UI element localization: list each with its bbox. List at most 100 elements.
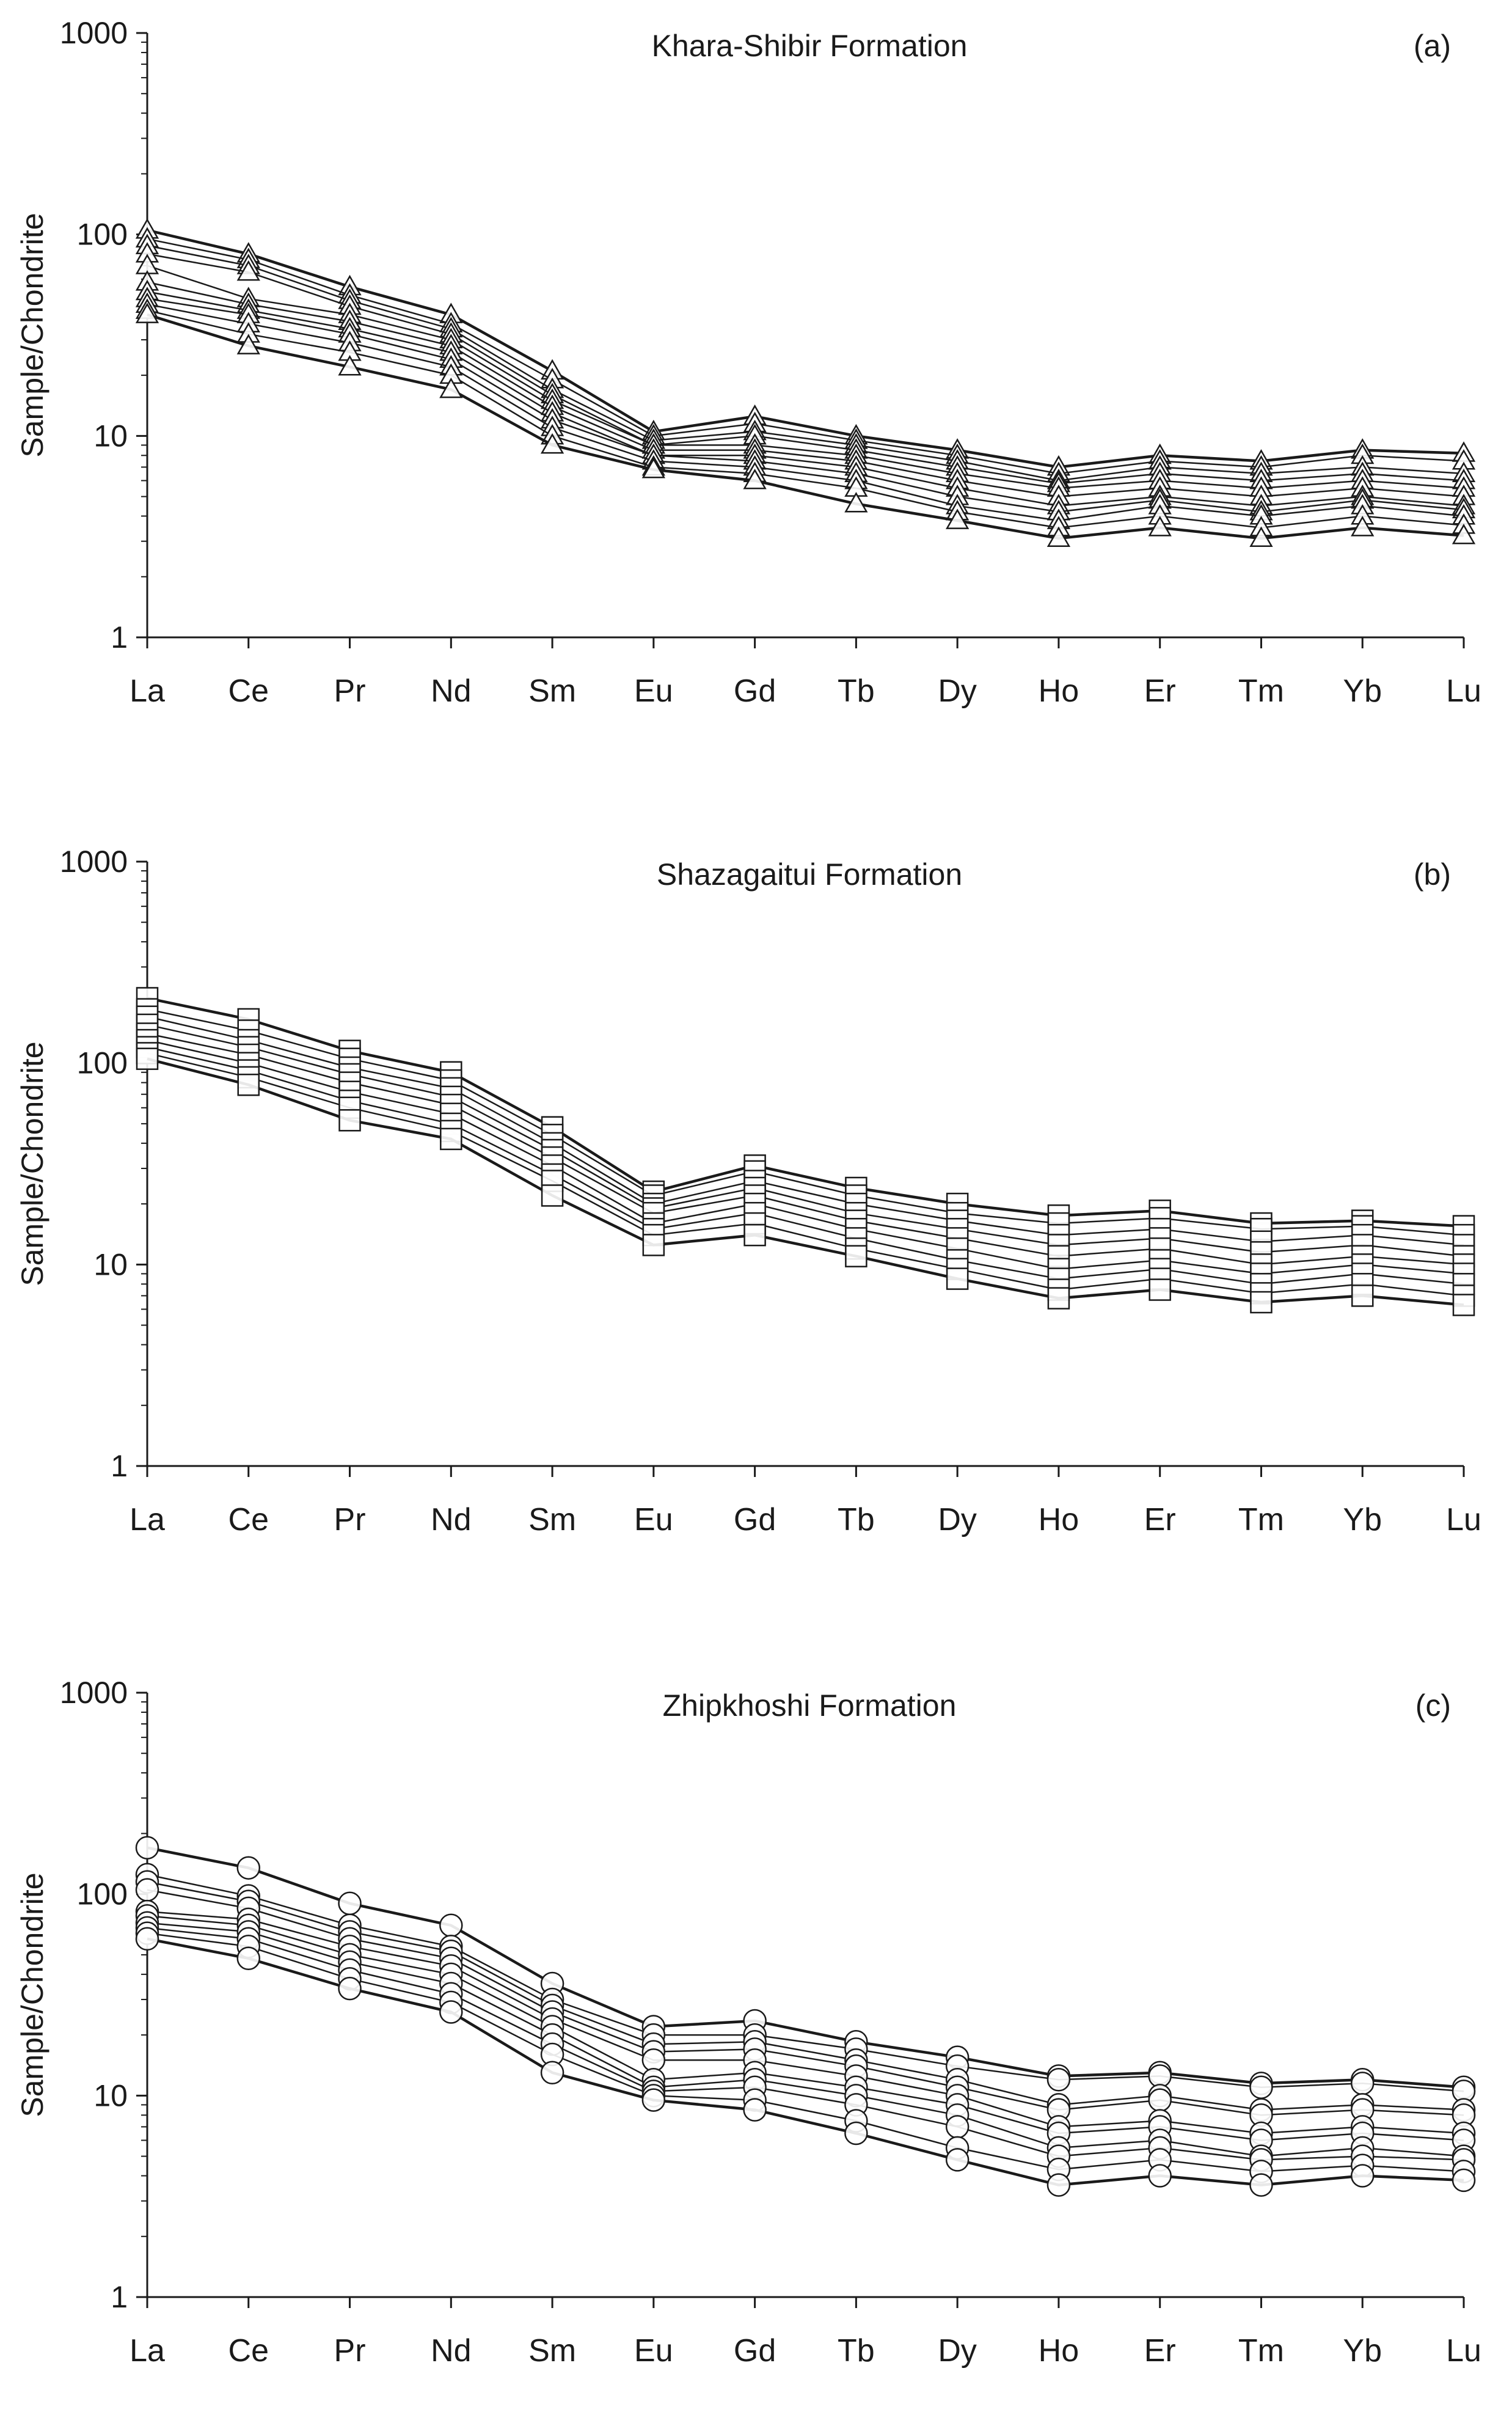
y-tick-label: 1 [111, 2280, 128, 2314]
y-tick-label: 1000 [60, 16, 128, 50]
data-point-s2-tm [1249, 2075, 1273, 2099]
data-point-s9-dy [946, 1267, 969, 1290]
series-line-s9 [147, 303, 1464, 522]
data-point-s10-nd [439, 2000, 463, 2024]
series-line-s2 [147, 1008, 1464, 1236]
series-line-s1 [147, 997, 1464, 1228]
data-point-s10-gd [743, 2098, 767, 2122]
y-tick-label: 1000 [60, 1676, 128, 1710]
x-tick-label-ho: Ho [1039, 673, 1079, 709]
data-point-s9-lu [1452, 1294, 1475, 1316]
x-tick-label-sm: Sm [528, 1502, 576, 1537]
x-tick-label-tb: Tb [838, 2333, 875, 2369]
x-tick-label-sm: Sm [528, 673, 576, 709]
x-tick-label-ho: Ho [1039, 1502, 1079, 1537]
x-tick-label-tb: Tb [838, 673, 875, 709]
series-line-s7 [147, 291, 1464, 507]
x-tick-label-tm: Tm [1238, 1502, 1284, 1537]
panel-title: Zhipkhoshi Formation [663, 1688, 957, 1723]
series-line-s1 [147, 229, 1464, 469]
data-point-s9-la [136, 1047, 159, 1070]
panel-title: Khara-Shibir Formation [652, 29, 968, 63]
x-tick-label-gd: Gd [734, 1502, 776, 1537]
data-point-s9-pr [338, 1109, 361, 1132]
panel-c: 1 10 100 1000 La Ce Pr Nd Sm Eu Gd Tb Dy Ho Er Tm Yb Lu Sa… [15, 1676, 1481, 2369]
data-point-s11-lu [1452, 523, 1476, 544]
data-point-s11-gd [743, 468, 767, 489]
data-point-s9-yb [1351, 1284, 1374, 1307]
panel-b: 1 10 100 1000 La Ce Pr Nd Sm Eu Gd Tb Dy Ho Er Tm Yb Lu Sa… [15, 845, 1481, 1537]
x-tick-label-lu: Lu [1446, 673, 1481, 709]
x-tick-label-eu: Eu [634, 2333, 673, 2369]
x-tick-label-ce: Ce [228, 1502, 269, 1537]
y-axis-title: Sample/Chondrite [15, 213, 49, 457]
x-tick-label-dy: Dy [938, 1502, 977, 1537]
series-line-s4 [147, 1889, 1464, 2116]
x-tick-label-eu: Eu [634, 673, 673, 709]
series-line-s4 [147, 253, 1464, 485]
data-point-s9-ce [237, 1073, 260, 1096]
data-point-s1-nd [439, 1913, 463, 1937]
y-tick-label: 100 [77, 218, 128, 252]
data-point-s9-tm [1250, 1291, 1273, 1314]
x-tick-label-tm: Tm [1238, 673, 1284, 709]
series-line-s9 [147, 1057, 1464, 1306]
x-tick-label-nd: Nd [431, 673, 471, 709]
x-tick-label-lu: Lu [1446, 1502, 1481, 1537]
series-line-s10 [147, 1937, 1464, 2186]
data-point-s10-ce [236, 1946, 261, 1971]
x-tick-label-ho: Ho [1039, 2333, 1079, 2369]
y-tick-label: 1 [111, 1449, 128, 1483]
x-tick-label-la: La [130, 673, 165, 709]
x-tick-label-tb: Tb [838, 1502, 875, 1537]
series-line-s5 [147, 1910, 1464, 2135]
series-line-s5 [147, 1033, 1464, 1266]
x-tick-label-dy: Dy [938, 673, 977, 709]
data-point-s10-er [1148, 2164, 1172, 2188]
x-tick-label-ce: Ce [228, 673, 269, 709]
series-line-s6 [147, 281, 1464, 497]
series-line-s9 [147, 1932, 1464, 2172]
data-point-s10-yb [1350, 2164, 1375, 2188]
data-point-s1-la [135, 1836, 159, 1860]
x-tick-label-eu: Eu [634, 1502, 673, 1537]
series-line-s8 [147, 298, 1464, 513]
data-point-s5-eu [641, 2048, 666, 2072]
series-line-s2 [147, 1874, 1464, 2092]
series-line-s6 [147, 1915, 1464, 2141]
x-tick-label-pr: Pr [334, 1502, 366, 1537]
data-point-s10-sm [540, 2061, 564, 2085]
y-tick-label: 1 [111, 620, 128, 654]
data-point-s10-tb [844, 2121, 868, 2146]
data-point-s2-ho [1046, 2067, 1071, 2092]
x-tick-label-pr: Pr [334, 673, 366, 709]
series-line-s6 [147, 1039, 1464, 1275]
x-tick-label-la: La [130, 1502, 165, 1537]
series-line-s2 [147, 238, 1464, 475]
x-tick-label-nd: Nd [431, 2333, 471, 2369]
series-line-s8 [147, 1052, 1464, 1297]
x-tick-label-nd: Nd [431, 1502, 471, 1537]
data-point-s10-eu [641, 2088, 666, 2112]
panel-title: Shazagaitui Formation [657, 857, 962, 892]
data-point-s9-ho [1047, 1287, 1070, 1310]
series-line-s7 [147, 1046, 1464, 1285]
data-point-s10-pr [338, 1976, 362, 2001]
x-tick-label-ce: Ce [228, 2333, 269, 2369]
data-point-s10-dy [945, 2148, 970, 2172]
data-point-s10-la [135, 1927, 159, 1951]
data-point-s1-pr [338, 1891, 362, 1916]
x-tick-label-pr: Pr [334, 2333, 366, 2369]
y-tick-label: 100 [77, 1877, 128, 1911]
x-tick-label-lu: Lu [1446, 2333, 1481, 2369]
series-line-s3 [147, 1016, 1464, 1246]
series-line-s3 [147, 244, 1464, 482]
data-point-s11-nd [439, 377, 463, 398]
data-point-s4-er [1148, 2088, 1172, 2112]
y-axis-title: Sample/Chondrite [15, 1872, 49, 2117]
x-tick-label-gd: Gd [734, 2333, 776, 2369]
data-point-s1-ce [236, 1856, 261, 1880]
y-tick-label: 100 [77, 1046, 128, 1080]
series-line-s7 [147, 1922, 1464, 2157]
